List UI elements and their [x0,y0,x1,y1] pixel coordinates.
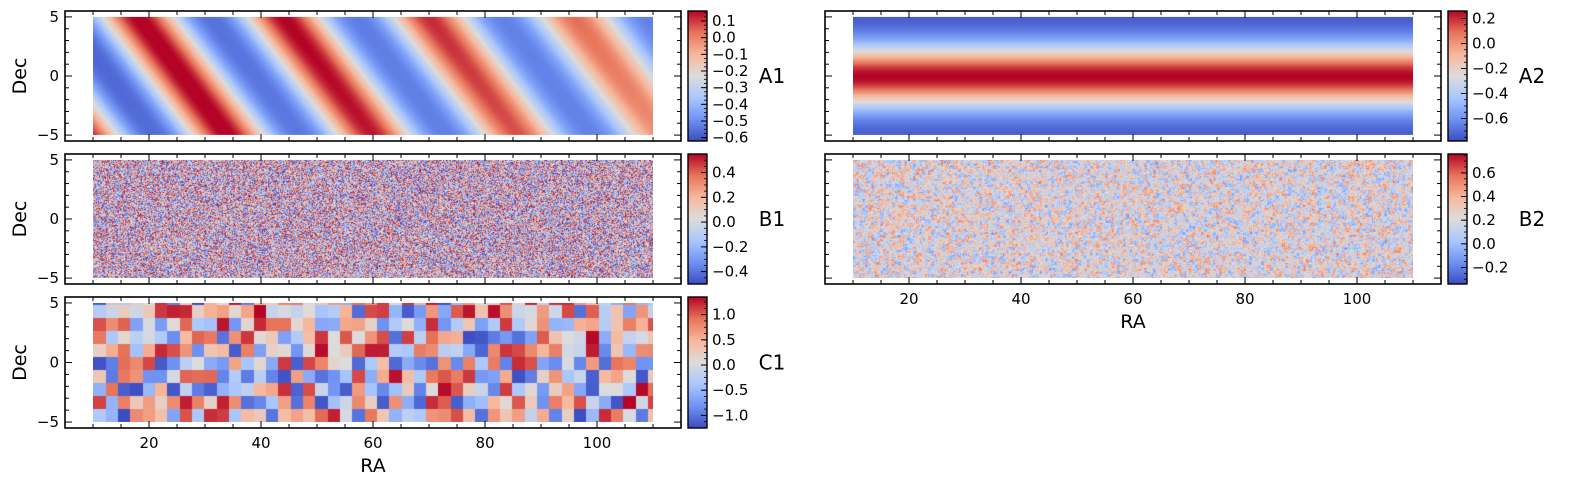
colorbar-tick-label: −1.0 [712,406,748,424]
heatmap-image-c1 [93,302,653,422]
x-axis-label: RA [1120,311,1145,333]
ticks [825,11,1441,141]
heatmap-image-a2 [853,16,1413,135]
x-tick-label: 80 [1235,290,1254,308]
x-tick-label: 40 [1011,290,1030,308]
colorbar-tick-label: 0.1 [712,12,736,30]
colorbar-label: C1 [759,351,786,375]
x-tick-label: 100 [1343,290,1372,308]
colorbar-frame [687,10,708,142]
colorbar-tick-label: −0.4 [712,95,748,113]
y-tick-label: 0 [49,67,59,85]
colorbar-tick-label: 0.0 [712,29,736,47]
colorbar-gradient [688,11,707,141]
colorbar-tick-label: −0.4 [1472,85,1508,103]
x-tick-label: 40 [251,434,270,452]
y-tick-label: 0 [49,210,59,228]
y-tick-label: 5 [49,8,59,26]
y-tick-label: 5 [49,294,59,312]
colorbar-tick-label: −0.4 [712,263,748,281]
colorbar-label: A1 [759,64,785,88]
y-axis-label: Dec [9,344,31,381]
heatmap-image-a1 [93,16,653,135]
heatmap-image-b2 [853,159,1413,278]
colorbar-tick-label: 0.6 [1472,164,1496,182]
colorbar-label: A2 [1519,64,1545,88]
colorbar-gradient [688,297,707,428]
colorbar-b2: 0.6 0.4 0.2 0.0 −0.2 B2 [1447,153,1545,285]
colorbar-tick-label: 1.0 [712,306,736,324]
colorbar-frame [687,153,708,285]
colorbar-gradient [1448,154,1467,284]
colorbar-tick-label: −0.3 [712,79,748,97]
y-axis-label: Dec [9,201,31,238]
x-tick-label: 80 [475,434,494,452]
colorbar-tick-label: 0.0 [1472,35,1496,53]
colorbar-gradient [688,154,707,284]
y-axis-label: Dec [9,58,31,95]
x-tick-label: 100 [583,434,612,452]
colorbar-tick-label: 0.0 [1472,235,1496,253]
colorbar-gradient [1448,11,1467,141]
y-tick-label: 0 [49,354,59,372]
y-tick-label: −5 [37,126,59,144]
y-tick-label: −5 [37,413,59,431]
colorbar-frame [1447,153,1468,285]
x-tick-label: 60 [363,434,382,452]
colorbar-tick-label: 0.0 [712,213,736,231]
colorbar-tick-label: 0.4 [712,164,736,182]
colorbar-a2: 0.2 0.0 −0.2 −0.4 −0.6 A2 [1447,10,1545,142]
ticks [825,154,1441,284]
colorbar-tick-label: −0.2 [1472,258,1508,276]
colorbar-frame [687,296,708,429]
y-tick-label: 5 [49,151,59,169]
colorbar-tick-label: −0.6 [1472,110,1508,128]
colorbar-tick-label: −0.5 [712,112,748,130]
colorbar-b1: 0.4 0.2 0.0 −0.2 −0.4 B1 [687,153,785,285]
panel-a1: −5 0 5 Dec 0.10.0−0.1−0.2−0.3−0.4−0.5−0.6 A1 [9,8,785,147]
colorbar-tick-label: −0.2 [1472,60,1508,78]
ticks [65,11,681,141]
colorbar-tick-label: 0.2 [1472,10,1496,28]
colorbar-c1: 1.0 0.5 0.0 −0.5 −1.0 C1 [687,296,786,429]
x-axis-label: RA [360,455,385,477]
colorbar-tick-label: −0.1 [712,45,748,63]
colorbar-tick-label: 0.2 [712,188,736,206]
ticks [65,297,681,428]
heatmap-image-b1 [93,159,653,278]
x-tick-label: 20 [899,290,918,308]
colorbar-tick-label: −0.2 [712,238,748,256]
ticks [65,154,681,284]
colorbar-tick-label: 0.4 [1472,188,1496,206]
colorbar-tick-label: −0.6 [712,129,748,147]
colorbar-frame [1447,10,1468,142]
colorbar-tick-label: −0.2 [712,62,748,80]
colorbar-tick-label: −0.5 [712,381,748,399]
colorbar-tick-label: 0.5 [712,331,736,349]
panel-b2: 20 40 60 80 100 RA 0.6 0.4 0.2 0.0 −0.2 B2 [824,153,1545,333]
y-tick-label: −5 [37,269,59,287]
colorbar-tick-label: 0.2 [1472,211,1496,229]
panel-a2: 0.2 0.0 −0.2 −0.4 −0.6 A2 [824,10,1545,142]
colorbar-a1: 0.10.0−0.1−0.2−0.3−0.4−0.5−0.6 A1 [687,10,785,147]
panel-b1: −5 0 5 Dec 0.4 0.2 0.0 −0.2 −0.4 B1 [9,151,785,287]
x-tick-label: 20 [139,434,158,452]
colorbar-tick-label: 0.0 [712,356,736,374]
colorbar-label: B1 [759,207,785,231]
x-tick-label: 60 [1123,290,1142,308]
colorbar-label: B2 [1519,207,1545,231]
panel-c1: 20 40 60 80 100 −5 0 5 RA Dec 1.0 0.5 0.0 −0.5 −1.0 C1 [9,294,785,477]
